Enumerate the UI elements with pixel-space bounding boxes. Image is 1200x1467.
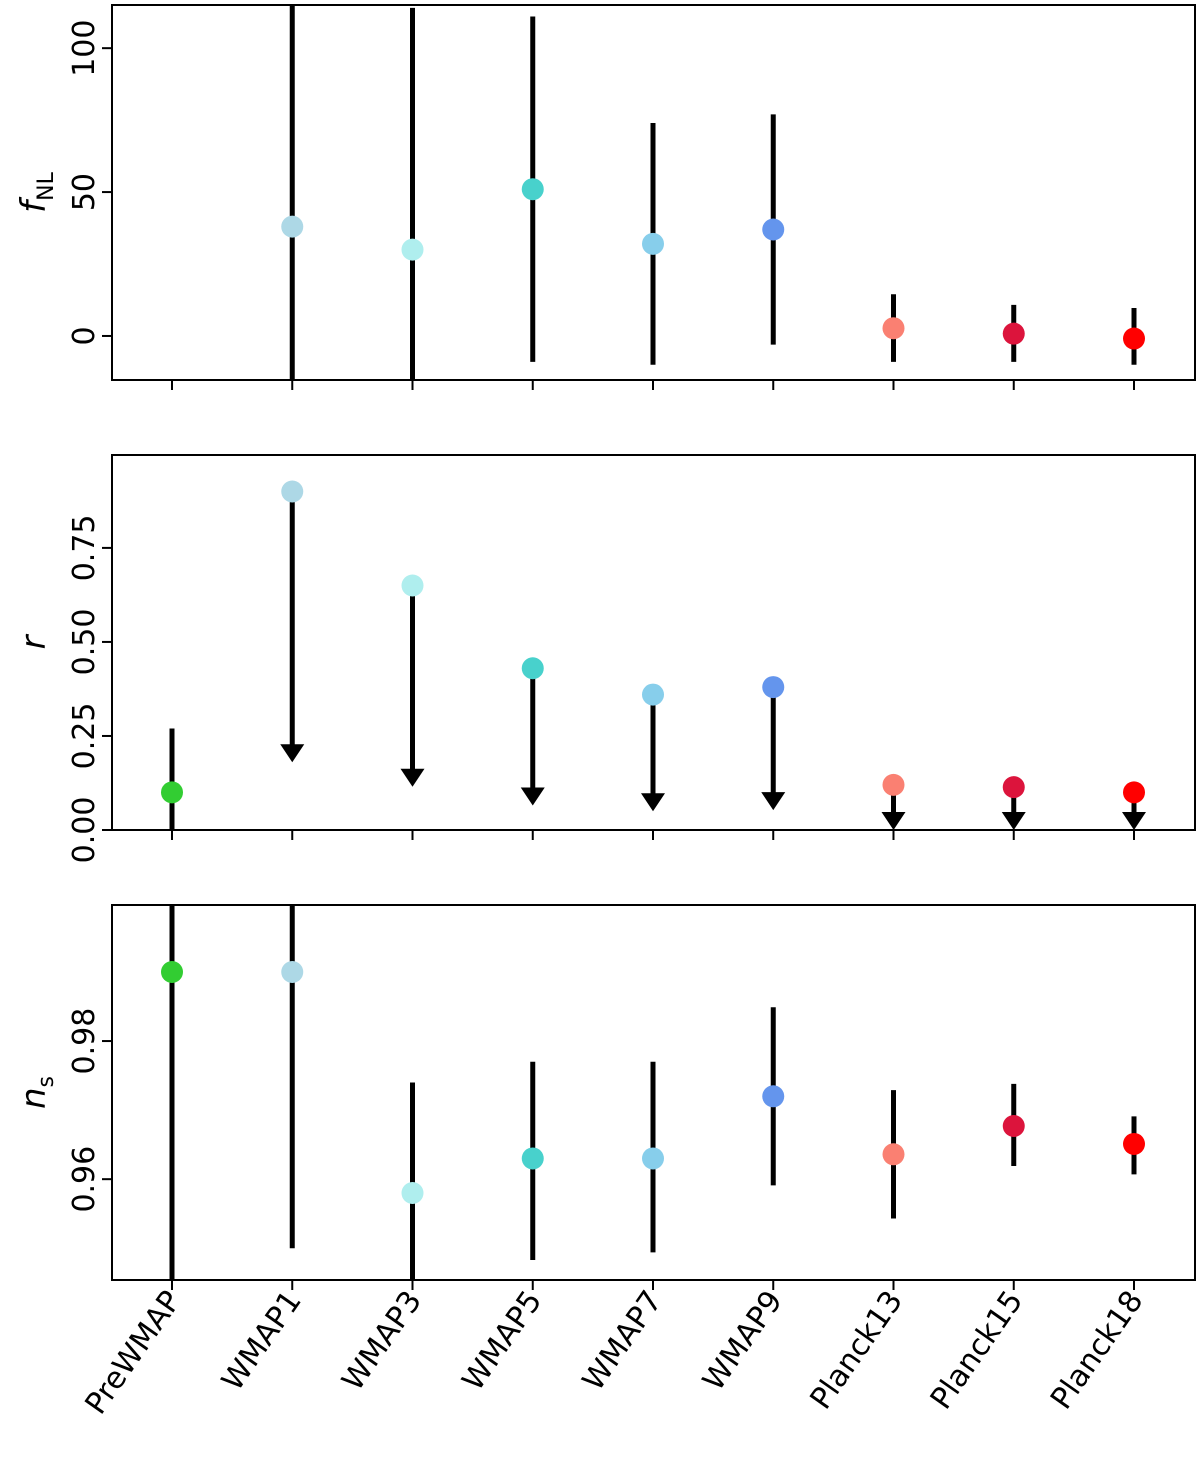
point-WMAP1 [281, 480, 304, 503]
point-WMAP7 [642, 683, 664, 706]
plot-area [281, 5, 1145, 380]
point-WMAP7 [642, 232, 664, 255]
point-Planck13 [882, 773, 905, 796]
y-axis-label: r [14, 633, 54, 649]
x-tick-label: Planck13 [803, 1285, 910, 1416]
arrow-head [520, 787, 545, 806]
y-tick-label: 0.50 [67, 609, 102, 676]
y-tick-label: 50 [67, 173, 102, 211]
y-tick-label: 0.25 [67, 703, 102, 770]
point-Planck15 [1002, 322, 1025, 345]
x-tick-label: Planck15 [924, 1285, 1031, 1416]
panel-1: 0.00 0.25 0.50 0.75 r [14, 454, 1196, 864]
point-Planck18 [1123, 781, 1145, 804]
plot-area [161, 480, 1146, 830]
x-tick-label: WMAP1 [215, 1285, 309, 1398]
point-Planck18 [1123, 1132, 1145, 1155]
point-WMAP7 [642, 1147, 664, 1170]
point-WMAP3 [401, 1181, 424, 1204]
point-Planck15 [1002, 1114, 1025, 1137]
x-tick-label: WMAP7 [576, 1285, 670, 1398]
point-WMAP5 [521, 178, 544, 201]
y-axis-label: ns [14, 1076, 59, 1109]
arrow-head [400, 768, 425, 787]
point-WMAP5 [521, 1147, 544, 1170]
panel-0: 0 50 100 fNL [14, 4, 1196, 390]
arrow-head [1001, 812, 1026, 830]
x-tick-label: Planck18 [1044, 1285, 1151, 1416]
x-tick-label: WMAP3 [335, 1285, 429, 1398]
y-tick-label: 0 [67, 326, 102, 345]
y-axis-label: fNL [14, 171, 59, 212]
arrow-head [761, 792, 786, 811]
point-PreWMAP [161, 960, 183, 983]
arrow-head [280, 744, 305, 763]
x-tick-label: PreWMAP [79, 1285, 189, 1421]
y-tick-label: 100 [67, 20, 102, 77]
y-tick-label: 0.96 [67, 1146, 102, 1213]
arrow-head [1122, 812, 1146, 830]
point-WMAP1 [281, 215, 304, 238]
point-WMAP3 [401, 574, 424, 597]
point-Planck18 [1123, 327, 1145, 350]
point-Planck13 [882, 1143, 905, 1166]
arrow-head [881, 812, 906, 830]
y-tick-label: 0.00 [67, 797, 102, 864]
arrow-head [641, 793, 665, 812]
point-Planck15 [1002, 776, 1025, 799]
plot-area [161, 905, 1145, 1280]
point-PreWMAP [161, 781, 183, 804]
y-tick-label: 0.98 [67, 1008, 102, 1075]
point-WMAP3 [401, 238, 424, 261]
point-WMAP9 [762, 676, 785, 699]
point-WMAP9 [762, 218, 785, 241]
y-tick-label: 0.75 [67, 515, 102, 582]
x-tick-label: WMAP9 [696, 1285, 790, 1398]
point-WMAP9 [762, 1085, 785, 1108]
x-tick-label: WMAP5 [456, 1285, 550, 1398]
point-WMAP5 [521, 657, 544, 680]
point-Planck13 [882, 317, 905, 340]
point-WMAP1 [281, 960, 304, 983]
